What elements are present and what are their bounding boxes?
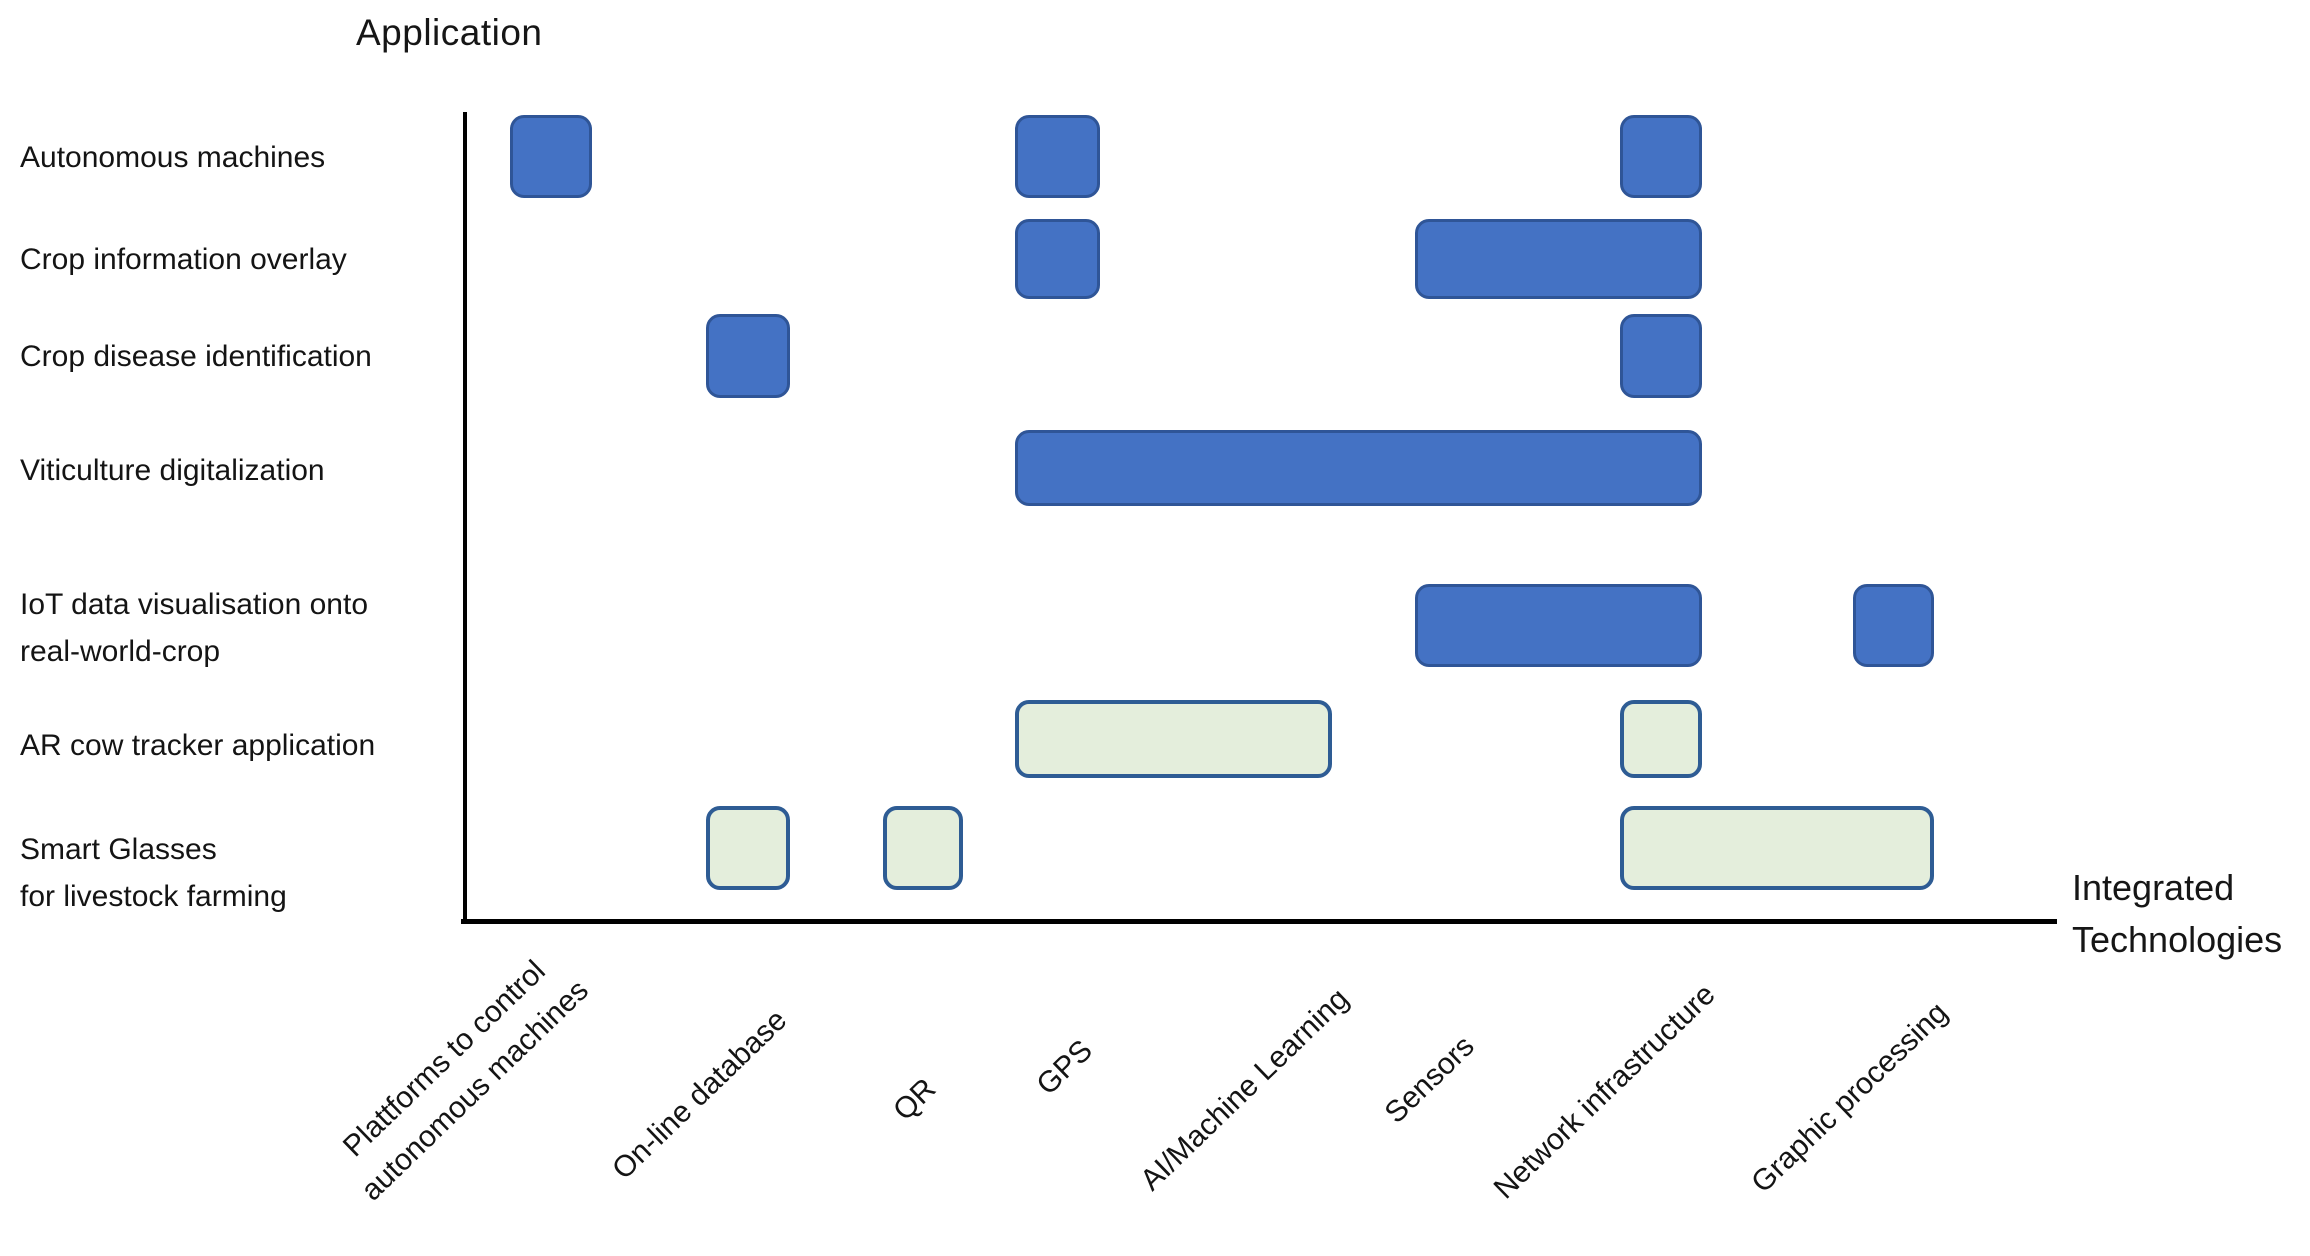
row-label-crop-disease-identification: Crop disease identification [20,340,372,373]
row-label-iot-data-visualisation: IoT data visualisation onto real-world-c… [20,588,369,668]
col-label-network-infrastructure: Network infrastructure [1487,977,1722,1206]
row-label-crop-information-overlay: Crop information overlay [20,243,347,276]
mark-r6-c1 [706,806,790,890]
mark-r0-c0 [510,115,592,198]
mark-r4-c5-c6 [1415,584,1702,667]
mark-r2-c6 [1620,314,1702,398]
mark-r0-c6 [1620,115,1702,198]
mark-r6-c2 [883,806,963,890]
mark-r2-c1 [706,314,790,398]
row-label-viticulture-digitalization: Viticulture digitalization [20,454,325,487]
col-label-sensors: Sensors [1378,1029,1481,1130]
mark-r0-c3 [1015,115,1100,198]
row-label-ar-cow-tracker: AR cow tracker application [20,729,376,762]
x-axis-line [461,919,2057,924]
row-label-smart-glasses: Smart Glasses for livestock farming [20,833,287,913]
col-label-online-database: On-line database [606,1003,794,1186]
col-label-gps: GPS [1030,1033,1099,1102]
row-label-autonomous-machines: Autonomous machines [20,141,326,174]
mark-r4-c7 [1853,584,1934,667]
mark-r5-c3-c4 [1015,700,1332,778]
col-label-graphic-processing: Graphic processing [1745,995,1955,1200]
col-label-ai-machine-learning: AI/Machine Learning [1134,982,1356,1198]
mark-r3-c3-c6 [1015,430,1702,506]
col-label-qr: QR [887,1072,943,1128]
mark-r5-c6 [1620,700,1702,778]
mark-r1-c3 [1015,219,1100,299]
y-axis-title: Application [356,12,543,53]
mark-r1-c5-c6 [1415,219,1702,299]
col-label-plattforms-to-control-autonomous-machines: Plattforms to control autonomous machine… [336,954,595,1208]
x-axis-title: Integrated Technologies [2072,867,2283,960]
mark-r6-c6-c7 [1620,806,1934,890]
y-axis-line [463,112,467,922]
